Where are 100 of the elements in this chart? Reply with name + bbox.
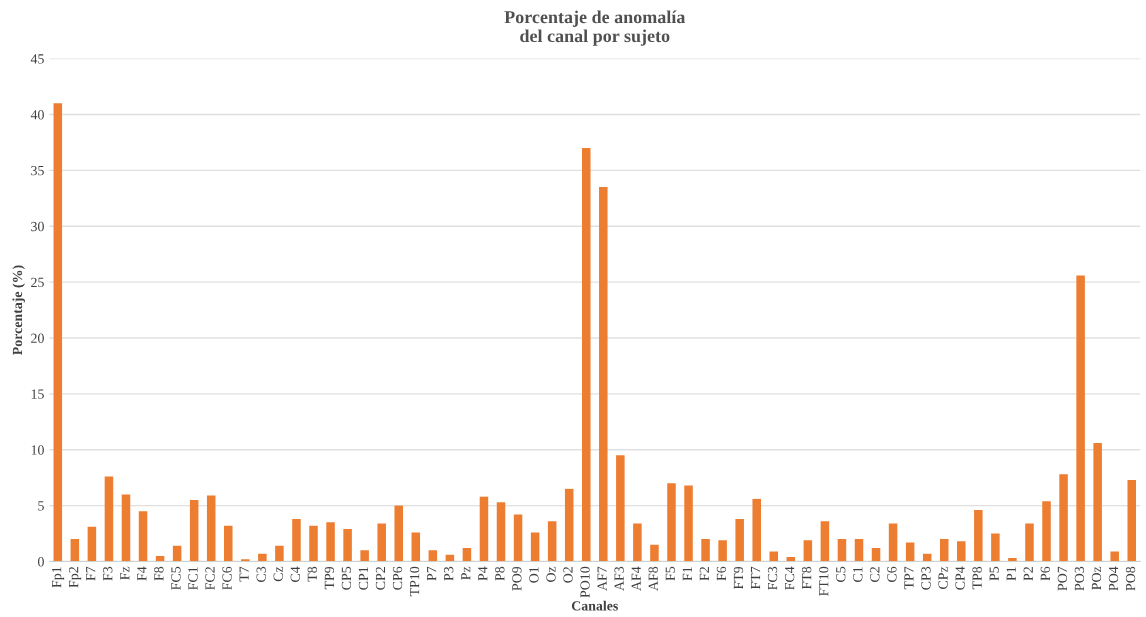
bar [104,476,114,562]
x-tick-label: C2 [870,567,880,582]
x-tick-label: CP5 [341,566,352,590]
bar [121,494,131,562]
x-axis-title: Canales [571,600,618,611]
bar [326,522,335,562]
x-tick-label: F5 [665,566,675,581]
bar [888,523,898,562]
x-tick-label: FC6 [222,566,232,590]
bar [138,511,148,562]
bar [462,548,472,562]
bar [547,521,557,562]
bar [1076,275,1085,562]
bar [1042,501,1051,562]
x-tick-label: POz [1091,566,1102,590]
y-tick-label: 10 [31,445,44,455]
y-tick-label: 0 [38,557,44,567]
x-tick-label: F2 [699,567,709,581]
x-tick-label: P6 [1040,566,1050,581]
bar [1127,479,1137,562]
bar [667,483,676,562]
bar [939,539,949,562]
x-tick-label: C1 [853,567,863,582]
y-tick-label: 35 [31,165,44,176]
x-tick-label: F6 [716,566,727,581]
x-tick-label: P4 [478,566,488,581]
bar [411,532,421,562]
x-tick-label: TP7 [904,566,914,590]
bar [957,541,966,562]
bar [309,525,318,562]
x-tick-label: PO9 [512,566,522,591]
bar [292,519,301,562]
bar [87,526,97,562]
x-tick-label: PO10 [580,566,590,598]
bar [224,525,233,562]
x-tick-label: AF8 [648,566,658,591]
x-tick-label: P5 [989,566,999,581]
bar [581,148,591,562]
x-tick-label: AF3 [614,566,624,591]
x-tick-label: CP2 [375,567,386,590]
x-tick-label: TP8 [972,566,982,590]
x-tick-label: T8 [307,566,317,582]
bar [1025,523,1034,562]
x-tick-label: AF4 [631,566,641,591]
x-tick-label: TP10 [409,566,420,597]
bar [479,496,489,562]
x-tick-label: FC1 [188,567,198,590]
bar [1110,551,1119,562]
bar [564,488,574,562]
x-tick-label: O1 [529,567,539,583]
bar [1008,558,1017,562]
x-tick-label: F1 [682,567,692,581]
bar [496,502,506,562]
bar [1093,443,1102,562]
y-tick-label: 15 [31,389,44,399]
bar [599,187,608,562]
x-tick-label: FT9 [733,566,744,590]
x-tick-label: AF7 [597,566,607,591]
x-tick-label: CPz [938,566,948,589]
chart-title: Porcentaje de anomalía del canal por sujeto [504,10,686,46]
bar [258,553,267,562]
x-tick-label: C4 [290,566,300,582]
bar [428,550,438,562]
x-tick-label: Fp2 [68,567,82,588]
x-tick-label: F3 [103,566,113,581]
x-tick-label: FT7 [750,566,761,590]
bar [172,545,182,562]
bar [752,498,761,562]
bar [854,539,864,562]
x-tick-label: Pz [461,566,471,580]
bar [530,532,540,562]
y-tick-label: 20 [31,333,44,343]
x-tick-label: O2 [563,567,573,583]
x-tick-label: P7 [427,566,437,581]
x-tick-label: Fp1 [51,567,65,588]
x-tick-label: CP6 [392,566,403,590]
y-tick-label: 5 [38,501,44,511]
bar [650,544,659,562]
bar [377,523,386,562]
y-axis-title: Porcentaje (%) [12,265,25,355]
bar [735,519,744,562]
bar [616,455,625,562]
bar [905,542,915,562]
bar [206,495,216,562]
x-tick-label: CP4 [955,566,965,590]
bar [275,545,284,562]
bar [1059,474,1068,562]
x-tick-label: PO4 [1108,566,1119,591]
bar [360,550,369,562]
bar [803,540,813,562]
x-tick-label: FC2 [205,567,215,590]
y-tick-label: 25 [31,277,44,288]
x-tick-label: C6 [887,566,897,582]
y-tick-label: 40 [30,110,44,120]
x-tick-label: CP1 [358,567,369,590]
bar [343,529,352,562]
x-tick-label: F8 [154,566,164,581]
x-tick-label: F7 [86,566,96,581]
y-tick-label: 45 [30,54,44,64]
x-tick-label: C5 [836,566,846,582]
